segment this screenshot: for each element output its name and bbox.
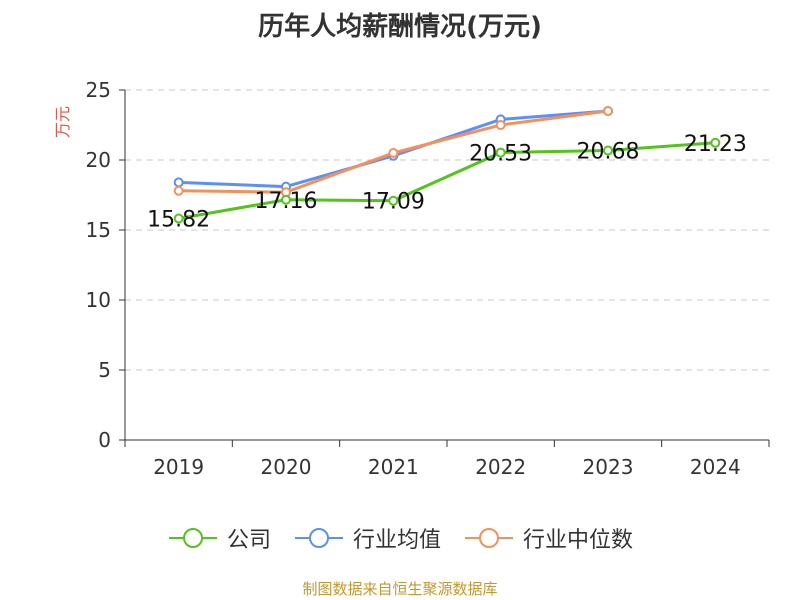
source-note: 制图数据来自恒生聚源数据库	[302, 580, 498, 598]
legend-label: 公司	[226, 528, 271, 553]
x-tick-label: 2020	[261, 455, 312, 479]
data-label: 20.68	[577, 139, 640, 164]
data-label: 17.09	[362, 190, 425, 215]
y-tick-label: 25	[86, 78, 111, 102]
data-point	[173, 213, 184, 224]
data-point	[388, 195, 399, 206]
data-point	[388, 148, 399, 158]
data-point	[173, 177, 184, 188]
legend-item[interactable]: 行业均值	[293, 522, 441, 554]
y-tick-label: 5	[98, 358, 111, 382]
x-tick-label: 2022	[475, 455, 526, 479]
data-label: 15.82	[147, 208, 210, 233]
data-point	[710, 137, 721, 148]
x-tick-label: 2019	[153, 455, 204, 479]
data-label: 21.23	[684, 132, 747, 157]
data-point	[603, 106, 613, 116]
data-point	[495, 120, 506, 130]
series-lines	[173, 106, 721, 224]
data-label: 17.16	[255, 189, 318, 214]
y-tick-label: 15	[86, 218, 111, 242]
x-tick-label: 2023	[583, 455, 634, 479]
chart-title: 历年人均薪酬情况(万元)	[258, 12, 542, 42]
legend-line-marker-icon	[294, 528, 343, 548]
y-tick-label: 20	[86, 148, 111, 172]
data-point	[495, 147, 506, 158]
x-tick-label: 2021	[368, 455, 419, 479]
data-label: 20.53	[469, 142, 532, 167]
y-tick-label: 0	[98, 428, 111, 452]
data-point	[173, 185, 184, 196]
y-axis-title: 万元	[53, 106, 72, 138]
data-labels: 15.82 17.16 17.09 20.53 20.68 21.23	[147, 132, 747, 233]
legend-label: 行业中位数	[523, 528, 634, 553]
grid-lines	[125, 89, 769, 371]
data-point	[603, 145, 613, 156]
legend-item[interactable]: 行业中位数	[463, 522, 633, 554]
legend-line-marker-icon	[168, 528, 217, 548]
y-tick-label: 10	[86, 288, 111, 312]
axes: 0 5 10 15 20 25 2019 2020 2021 2022 2023 2024	[86, 78, 770, 479]
legend: 公司 行业均值 行业中位数	[0, 520, 800, 556]
series-line	[178, 141, 716, 220]
legend-item[interactable]: 公司	[167, 522, 271, 554]
legend-label: 行业均值	[352, 528, 441, 553]
legend-line-marker-icon	[465, 528, 513, 548]
data-point	[281, 194, 291, 205]
x-tick-label: 2024	[690, 455, 741, 479]
